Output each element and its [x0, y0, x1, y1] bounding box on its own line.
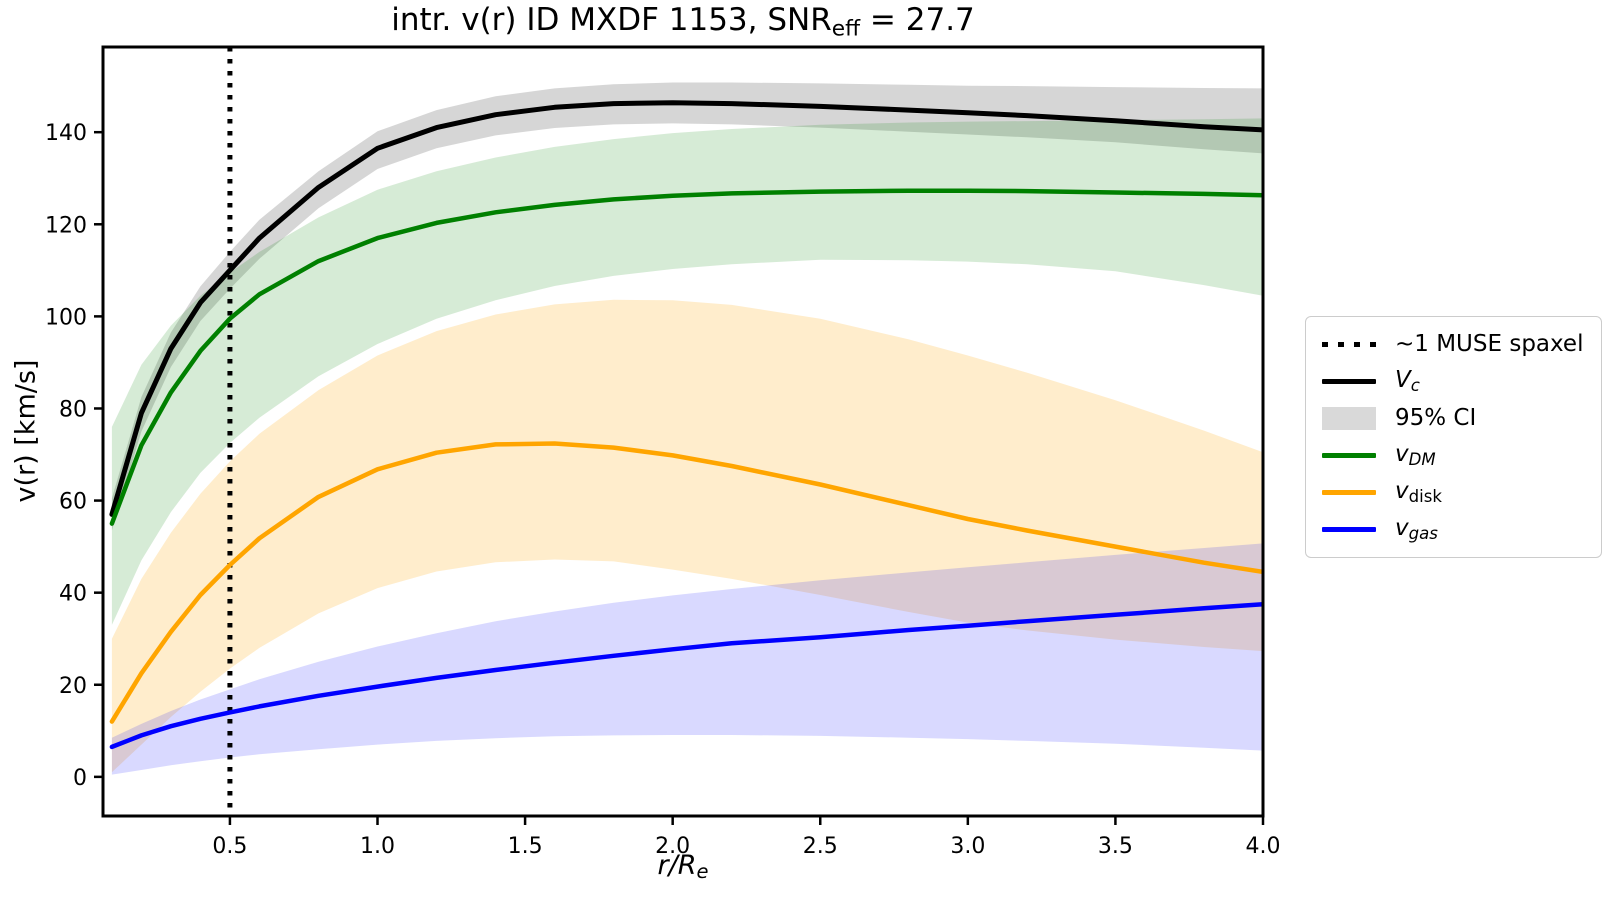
legend-label-subscript: c: [1410, 375, 1420, 395]
x-tick-label: 3.5: [1098, 834, 1133, 859]
chart-title-subscript: eff: [831, 16, 861, 42]
chart-title-main: intr. v(r) ID MXDF 1153, SNR: [391, 2, 832, 38]
legend-label: vDM: [1395, 440, 1436, 469]
legend-item-muse-spaxel: ~1 MUSE spaxel: [1322, 326, 1585, 363]
y-axis-label: v(r) [km/s]: [10, 359, 42, 503]
legend-label: Vc: [1395, 366, 1420, 395]
chart-title-end: = 27.7: [860, 2, 975, 38]
legend-label-subscript: gas: [1408, 523, 1438, 543]
legend-label-main: v: [1395, 514, 1409, 541]
legend: ~1 MUSE spaxel Vc 95% CI vDM vdisk vgas: [1305, 316, 1602, 558]
x-axis-label-subscript: e: [696, 859, 709, 883]
x-tick-label: 2.0: [655, 834, 690, 859]
legend-item-vgas: vgas: [1322, 511, 1585, 548]
line-sample-icon: [1322, 527, 1376, 532]
x-axis-label-main: r/R: [657, 850, 697, 881]
band-v_gas: [111, 543, 1263, 775]
axes-spines: [101, 45, 1265, 818]
band-v_disk: [111, 299, 1263, 773]
chart-title: intr. v(r) ID MXDF 1153, SNReff = 27.7: [103, 2, 1263, 41]
x-tick-label: 0.5: [212, 834, 247, 859]
line-sample-icon: [1322, 490, 1376, 495]
y-tick-label: 0: [73, 766, 87, 791]
line-sample-icon: [1322, 453, 1376, 458]
legend-label-main: v: [1395, 440, 1409, 467]
legend-item-vdisk: vdisk: [1322, 474, 1585, 511]
legend-label-subscript: disk: [1408, 486, 1442, 506]
curve-V_c: [109, 100, 1263, 517]
line-sample-icon: [1322, 379, 1376, 384]
curve-v_gas: [109, 601, 1263, 750]
x-tick-label: 3.0: [950, 834, 985, 859]
x-axis-label: r/Re: [103, 850, 1263, 883]
x-tick-label: 2.5: [803, 834, 838, 859]
legend-item-95ci: 95% CI: [1322, 400, 1585, 437]
curve-v_disk: [109, 441, 1263, 724]
legend-label-main: v: [1395, 477, 1409, 504]
legend-label: vdisk: [1395, 477, 1442, 506]
y-tick-label: 120: [45, 213, 87, 238]
band-V_c: [111, 82, 1263, 531]
y-tick-label: 80: [59, 397, 87, 422]
legend-item-vc: Vc: [1322, 363, 1585, 400]
y-tick-label: 20: [59, 674, 87, 699]
band-v_DM: [111, 118, 1263, 625]
y-tick-label: 60: [59, 490, 87, 515]
legend-label: 95% CI: [1395, 405, 1477, 431]
x-tick-label: 1.5: [508, 834, 543, 859]
patch-sample-icon: [1322, 407, 1376, 430]
dotted-line-sample-icon: [1322, 342, 1376, 347]
legend-label-subscript: DM: [1408, 449, 1436, 469]
legend-label: vgas: [1395, 514, 1438, 543]
curve-v_DM: [109, 188, 1263, 526]
y-tick-label: 140: [45, 121, 87, 146]
y-tick-label: 100: [45, 305, 87, 330]
plot-contents: [109, 47, 1263, 816]
x-tick-label: 1.0: [360, 834, 395, 859]
y-tick-label: 40: [59, 582, 87, 607]
x-tick-label: 4.0: [1246, 834, 1281, 859]
legend-label: ~1 MUSE spaxel: [1395, 331, 1584, 357]
legend-label-main: V: [1395, 366, 1411, 393]
legend-item-vdm: vDM: [1322, 437, 1585, 474]
